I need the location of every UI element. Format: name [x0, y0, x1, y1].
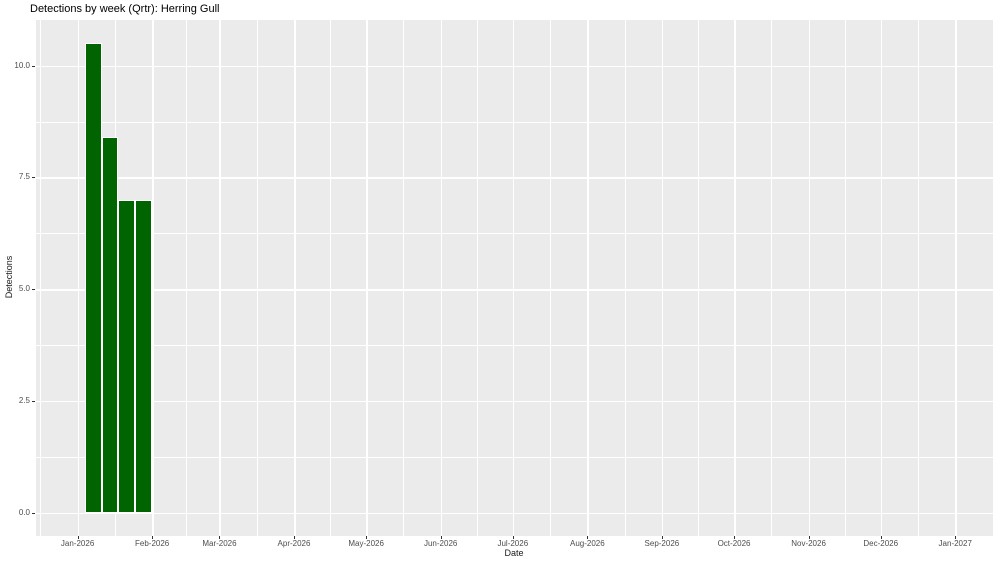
x-tick-mark	[77, 536, 79, 539]
y-tick-mark	[32, 65, 35, 67]
y-tick-label: 0.0	[18, 507, 30, 517]
bar	[84, 43, 102, 513]
x-tick-label: May-2026	[348, 539, 384, 548]
gridline-major-y	[36, 65, 993, 68]
x-tick-label: Oct-2026	[717, 539, 751, 548]
gridline-major-x	[880, 20, 883, 536]
gridline-minor-x	[256, 20, 258, 536]
gridline-major-x	[366, 20, 368, 536]
gridline-major-x	[440, 20, 443, 536]
gridline-major-y	[36, 289, 993, 291]
x-tick-label: Jan-2026	[60, 539, 95, 548]
x-tick-mark	[661, 536, 663, 539]
x-tick-label: Aug-2026	[569, 539, 605, 548]
x-tick-label: Nov-2026	[791, 539, 826, 548]
x-tick-label: Jan-2027	[938, 539, 972, 548]
gridline-minor-x	[917, 20, 919, 536]
gridline-minor-x	[185, 20, 187, 536]
gridline-minor-x	[403, 20, 405, 536]
bar	[118, 199, 136, 513]
gridline-minor-x	[40, 20, 42, 536]
gridline-major-x	[152, 20, 154, 536]
x-tick-mark	[152, 536, 154, 539]
y-tick-label: 5.0	[18, 284, 30, 294]
gridline-major-x	[587, 20, 589, 536]
gridline-major-x	[808, 20, 811, 536]
gridline-minor-x	[844, 20, 846, 536]
gridline-minor-x	[330, 20, 331, 536]
gridline-minor-x	[550, 20, 551, 536]
gridline-major-x	[512, 20, 515, 536]
gridline-minor-x	[476, 20, 478, 536]
x-tick-label: Dec-2026	[863, 539, 899, 548]
x-tick-label: Sep-2026	[644, 539, 680, 548]
gridline-major-x	[734, 20, 736, 536]
x-tick-label: Feb-2026	[135, 539, 170, 548]
gridline-major-x	[77, 20, 80, 536]
x-tick-label: Mar-2026	[202, 539, 237, 548]
gridline-major-x	[661, 20, 664, 536]
chart-title: Detections by week (Qrtr): Herring Gull	[30, 3, 220, 15]
gridline-minor-y	[36, 121, 993, 123]
y-tick-label: 7.5	[18, 172, 30, 182]
x-tick-label: Jul-2026	[497, 539, 529, 548]
bar	[135, 199, 153, 513]
gridline-major-y	[36, 400, 993, 403]
gridline-major-y	[36, 177, 993, 179]
gridline-major-x	[955, 20, 957, 536]
bar	[101, 137, 119, 513]
plot-panel	[36, 20, 993, 536]
gridline-minor-x	[771, 20, 773, 536]
x-tick-mark	[512, 536, 514, 539]
y-tick-mark	[32, 289, 35, 291]
y-tick-mark	[32, 177, 35, 179]
y-tick-mark	[32, 400, 35, 402]
x-tick-mark	[294, 536, 295, 539]
x-tick-label: Jun-2026	[423, 539, 458, 548]
x-tick-mark	[808, 536, 810, 539]
gridline-major-x	[219, 20, 221, 536]
y-tick-label: 10.0	[14, 60, 30, 70]
gridline-minor-y	[36, 345, 993, 346]
x-tick-mark	[366, 536, 368, 539]
gridline-minor-y	[36, 456, 993, 458]
x-tick-mark	[880, 536, 882, 539]
gridline-major-y	[36, 512, 993, 515]
x-tick-mark	[440, 536, 442, 539]
y-tick-mark	[32, 512, 35, 514]
gridline-minor-x	[624, 20, 626, 536]
x-axis-title: Date	[504, 548, 524, 558]
x-tick-mark	[955, 536, 957, 539]
gridline-minor-y	[36, 233, 993, 235]
x-tick-label: Apr-2026	[277, 539, 311, 548]
x-tick-mark	[219, 536, 221, 539]
gridline-minor-x	[697, 20, 699, 536]
y-tick-label: 2.5	[18, 395, 30, 405]
x-tick-mark	[587, 536, 589, 539]
gridline-major-x	[294, 20, 296, 536]
x-tick-mark	[734, 536, 736, 539]
